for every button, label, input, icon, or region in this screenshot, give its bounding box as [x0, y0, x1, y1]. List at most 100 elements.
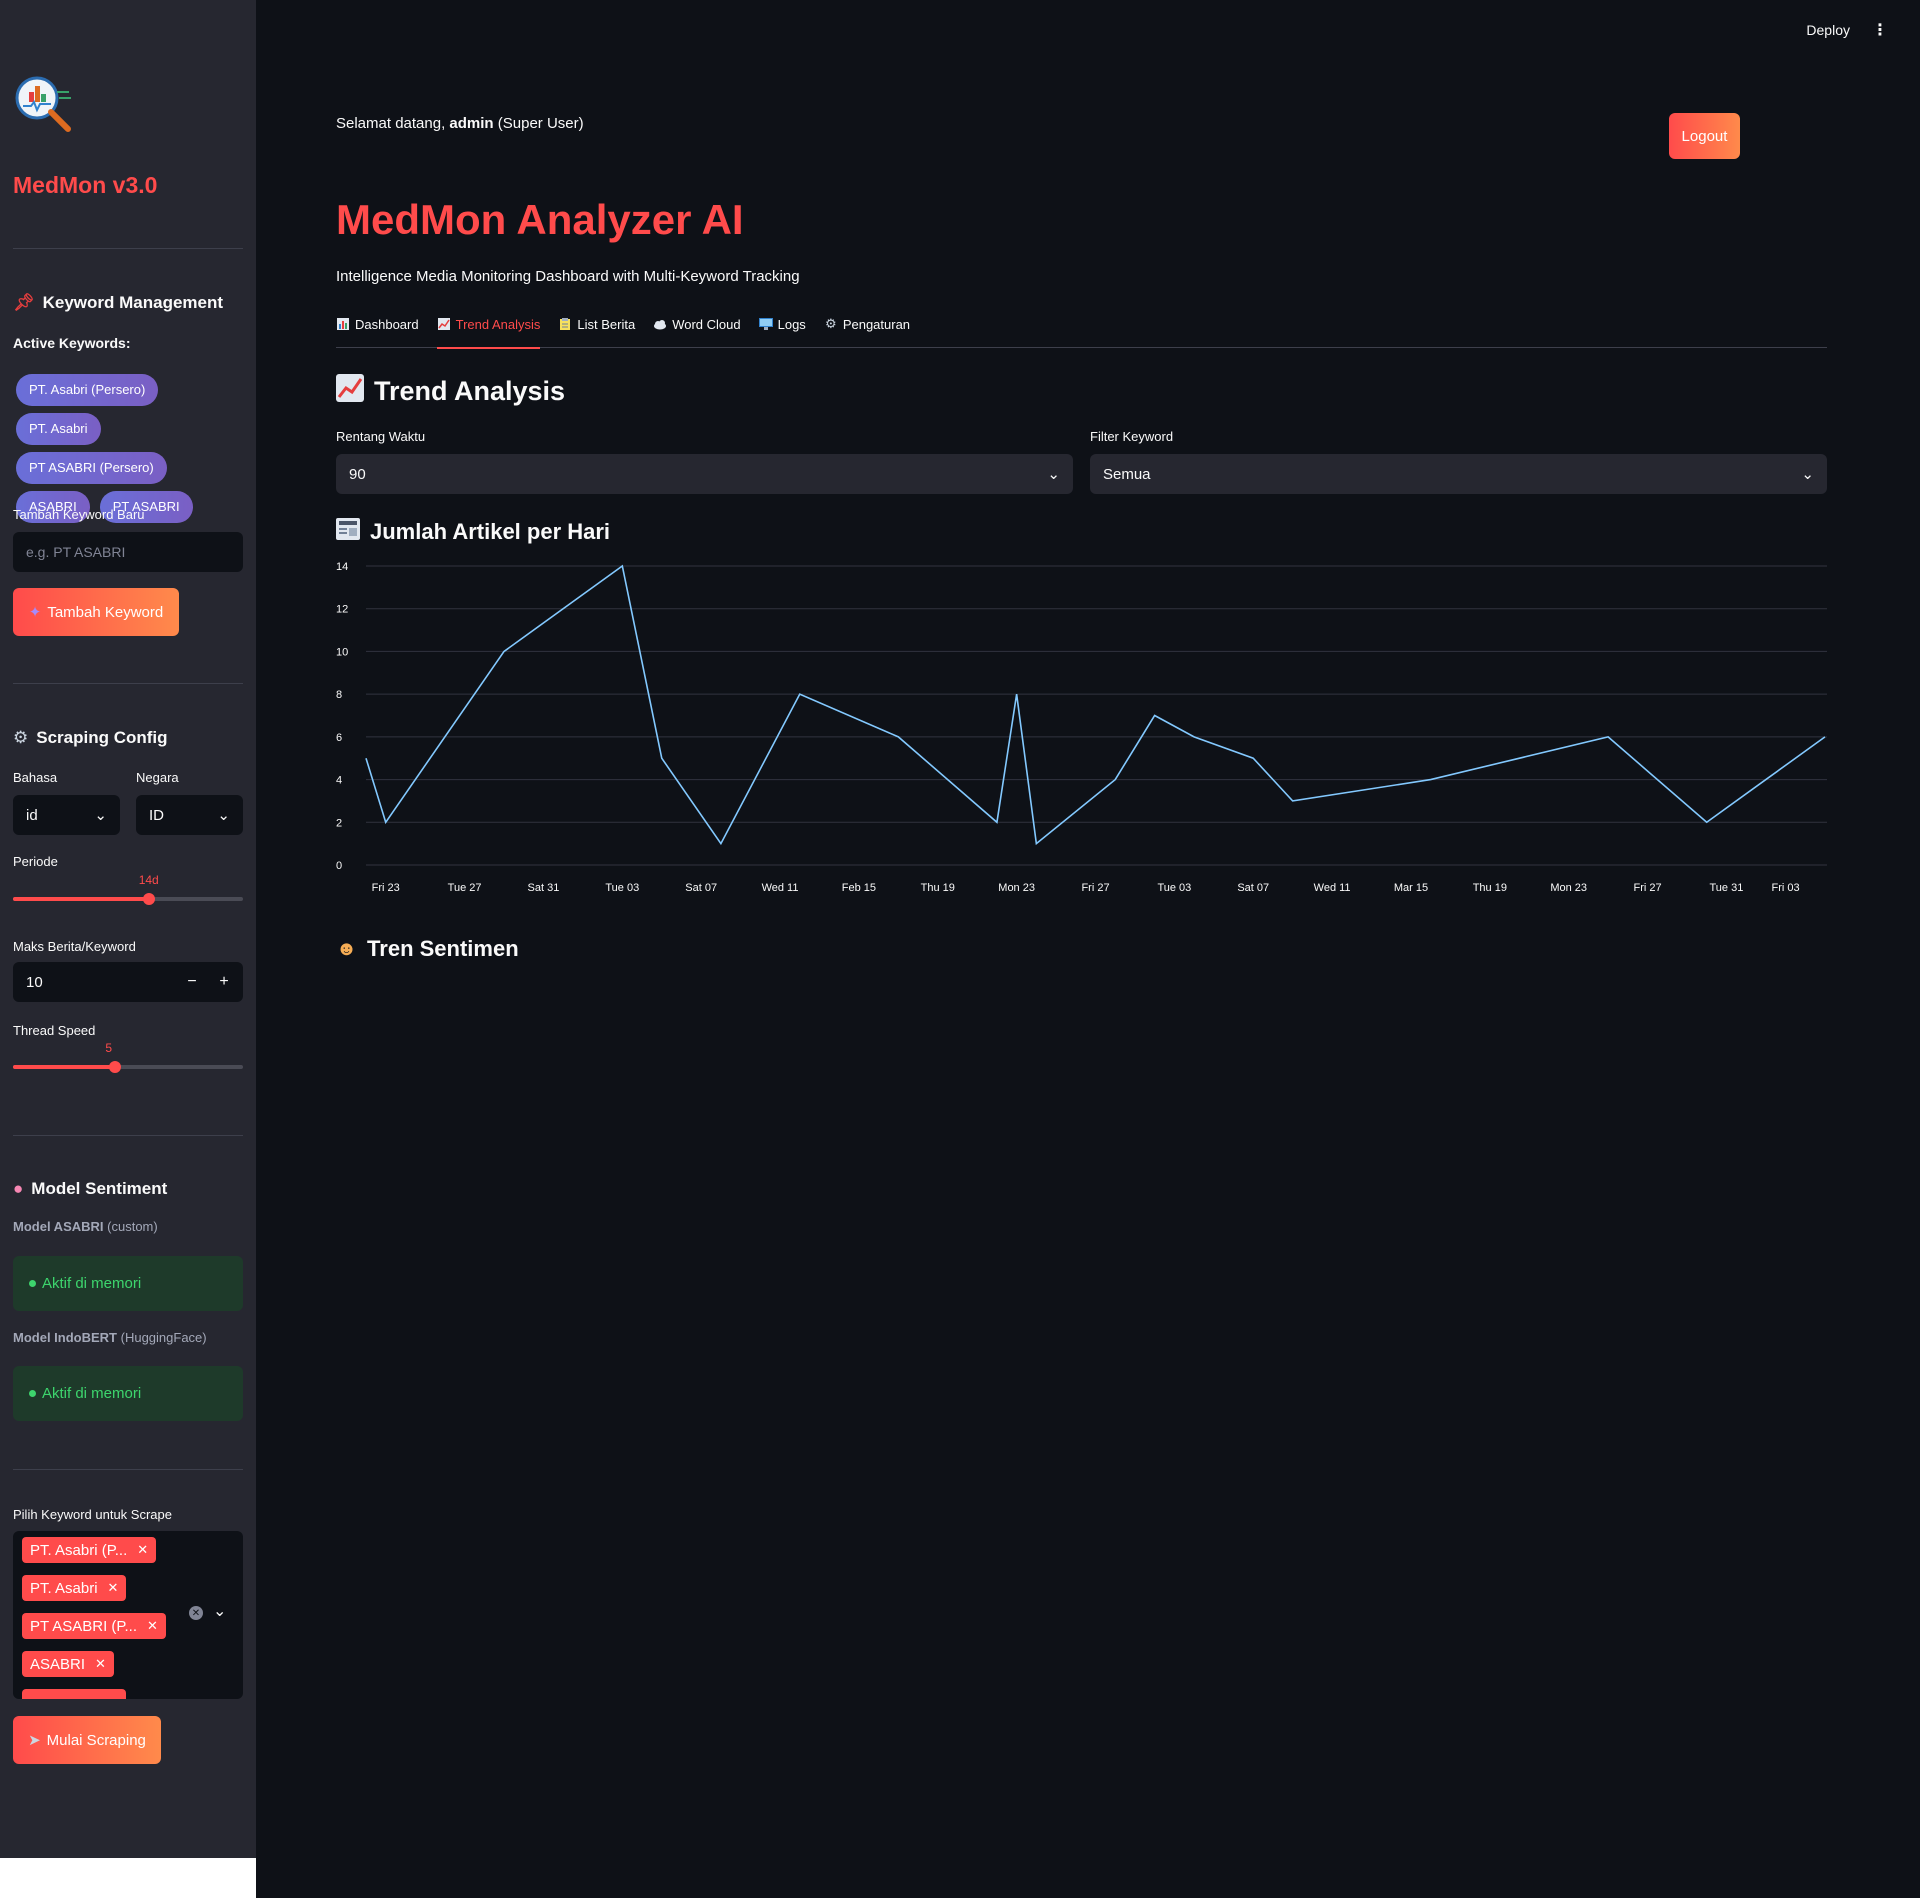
- y-tick-label: 14: [336, 561, 348, 573]
- bar-chart-icon: [336, 317, 350, 331]
- remove-tag-icon[interactable]: ✕: [137, 1542, 149, 1557]
- tab-pengaturan[interactable]: ⚙ Pengaturan: [824, 316, 911, 332]
- keyword-management-heading: 📌︎ Keyword Management: [13, 293, 224, 312]
- selected-tag-partial[interactable]: [22, 1689, 126, 1699]
- sparkle-icon: ✦: [28, 604, 42, 621]
- slider-thumb[interactable]: [142, 893, 155, 905]
- periode-value: 14d: [138, 873, 159, 887]
- y-tick-label: 8: [336, 689, 342, 701]
- remove-tag-icon[interactable]: ✕: [147, 1618, 158, 1633]
- keyword-chip: PT ASABRI (Persero): [16, 452, 167, 484]
- chevron-down-icon: ⌄: [1047, 466, 1060, 483]
- selected-tag[interactable]: PT. Asabri (P... ✕: [22, 1537, 157, 1563]
- tab-list-berita[interactable]: List Berita: [558, 312, 635, 348]
- selected-tag[interactable]: PT. Asabri ✕: [22, 1575, 127, 1601]
- sidebar: MedMon v3.0 📌︎ Keyword Management Active…: [0, 0, 256, 1858]
- rentang-waktu-label: Rentang Waktu: [336, 429, 426, 444]
- maks-number-input[interactable]: 10 − +: [13, 962, 243, 1002]
- thread-speed-value: 5: [105, 1041, 113, 1055]
- chevron-down-icon: ⌄: [94, 807, 107, 824]
- monitor-icon: [758, 317, 773, 331]
- x-tick-label: Fri 27: [1633, 882, 1661, 894]
- model-asabri-label: Model ASABRI (custom): [13, 1219, 158, 1234]
- active-keywords-label: Active Keywords:: [13, 335, 131, 351]
- x-tick-label: Tue 27: [448, 882, 482, 894]
- clear-all-icon[interactable]: ✕: [189, 1606, 203, 1620]
- page-title: MedMon Analyzer AI: [336, 196, 744, 243]
- keyword-chip: PT. Asabri: [16, 413, 101, 445]
- x-tick-label: Mar 15: [1394, 882, 1428, 894]
- negara-select[interactable]: ID ⌄: [136, 795, 243, 835]
- deploy-button[interactable]: Deploy: [1806, 22, 1850, 38]
- x-tick-label: Mon 23: [998, 882, 1035, 894]
- sentiment-heading: ☻ Tren Sentimen: [336, 936, 519, 961]
- periode-label: Periode: [13, 854, 58, 869]
- cloud-icon: [653, 317, 667, 331]
- x-tick-label: Thu 19: [921, 882, 955, 894]
- trend-up-icon: [437, 317, 451, 331]
- theater-masks-icon: ☻: [336, 937, 358, 960]
- kebab-menu-icon[interactable]: ⋮: [1872, 22, 1888, 39]
- y-tick-label: 2: [336, 817, 342, 829]
- new-keyword-input[interactable]: e.g. PT ASABRI: [13, 532, 243, 572]
- app-name: MedMon v3.0: [13, 172, 158, 198]
- model-indobert-label: Model IndoBERT (HuggingFace): [13, 1330, 207, 1345]
- bahasa-select[interactable]: id ⌄: [13, 795, 120, 835]
- keyword-chips: PT. Asabri (Persero) PT. Asabri PT ASABR…: [13, 374, 248, 523]
- thread-speed-slider[interactable]: [13, 1061, 243, 1073]
- tab-trend-analysis[interactable]: Trend Analysis: [436, 312, 540, 349]
- x-tick-label: Sat 31: [528, 882, 560, 894]
- x-tick-label: Wed 11: [1314, 882, 1351, 894]
- chevron-down-icon[interactable]: ⌄: [213, 1603, 227, 1620]
- y-tick-label: 10: [336, 646, 348, 658]
- scraping-config-heading: ⚙ Scraping Config: [13, 728, 168, 747]
- tab-bar: Dashboard Trend Analysis List Berita Wor…: [336, 312, 1827, 349]
- scrape-keyword-multiselect[interactable]: PT. Asabri (P... ✕ PT. Asabri ✕ PT ASABRI …: [13, 1531, 243, 1699]
- welcome-message: Selamat datang, admin (Super User): [336, 115, 584, 132]
- x-tick-label: Thu 19: [1473, 882, 1507, 894]
- tab-word-cloud[interactable]: Word Cloud: [653, 312, 741, 348]
- filter-keyword-select[interactable]: Semua ⌄: [1090, 454, 1827, 494]
- x-tick-label: Sat 07: [685, 882, 717, 894]
- tab-dashboard[interactable]: Dashboard: [336, 312, 419, 348]
- increment-button[interactable]: +: [219, 973, 229, 990]
- logout-button[interactable]: Logout: [1669, 113, 1740, 159]
- y-tick-label: 12: [336, 604, 348, 616]
- status-dot-icon: [29, 1390, 36, 1397]
- start-scraping-button[interactable]: ➤ Mulai Scraping: [13, 1716, 161, 1764]
- model-indobert-status: Aktif di memori: [13, 1366, 243, 1421]
- keyword-chip: ASABRI: [16, 491, 90, 523]
- tab-logs[interactable]: Logs: [758, 312, 806, 348]
- section-heading-trend: Trend Analysis: [336, 374, 565, 409]
- articles-per-day-chart: 0 2 4 6 8 10 12 14 Fri 23 Tue 27 Sat 31 Tue 03 Sat 0…: [336, 561, 1827, 894]
- gear-icon: ⚙: [824, 316, 837, 331]
- page-subtitle: Intelligence Media Monitoring Dashboard …: [336, 268, 800, 285]
- selected-tag[interactable]: ASABRI ✕: [22, 1651, 114, 1677]
- app-header: Deploy ⋮: [1806, 20, 1888, 40]
- divider: [13, 1469, 243, 1470]
- bahasa-label: Bahasa: [13, 770, 58, 785]
- pushpin-icon: 📌︎: [13, 293, 35, 312]
- model-sentiment-heading: ● Model Sentiment: [13, 1179, 168, 1198]
- keyword-chip: PT ASABRI: [99, 491, 193, 523]
- y-tick-label: 0: [336, 860, 342, 872]
- periode-slider[interactable]: [13, 893, 243, 905]
- clipboard-icon: [558, 317, 572, 331]
- remove-tag-icon[interactable]: ✕: [95, 1656, 106, 1671]
- x-tick-label: Tue 03: [605, 882, 639, 894]
- slider-fill: [13, 1065, 116, 1069]
- y-tick-label: 4: [336, 775, 342, 787]
- decrement-button[interactable]: −: [187, 973, 197, 990]
- x-tick-label: Fri 03: [1772, 882, 1800, 894]
- new-keyword-label: Tambah Keyword Baru: [13, 507, 145, 522]
- selected-tag[interactable]: PT ASABRI (P... ✕: [22, 1613, 166, 1639]
- remove-tag-icon[interactable]: ✕: [107, 1580, 119, 1595]
- rentang-waktu-select[interactable]: 90 ⌄: [336, 454, 1073, 494]
- chart-heading: Jumlah Artikel per Hari: [336, 518, 610, 546]
- gear-icon: ⚙: [13, 728, 29, 747]
- slider-thumb[interactable]: [109, 1061, 122, 1073]
- add-keyword-button[interactable]: ✦ Tambah Keyword: [13, 588, 179, 636]
- x-tick-label: Feb 15: [842, 882, 876, 894]
- filter-keyword-label: Filter Keyword: [1090, 429, 1174, 444]
- status-dot-icon: [29, 1280, 36, 1287]
